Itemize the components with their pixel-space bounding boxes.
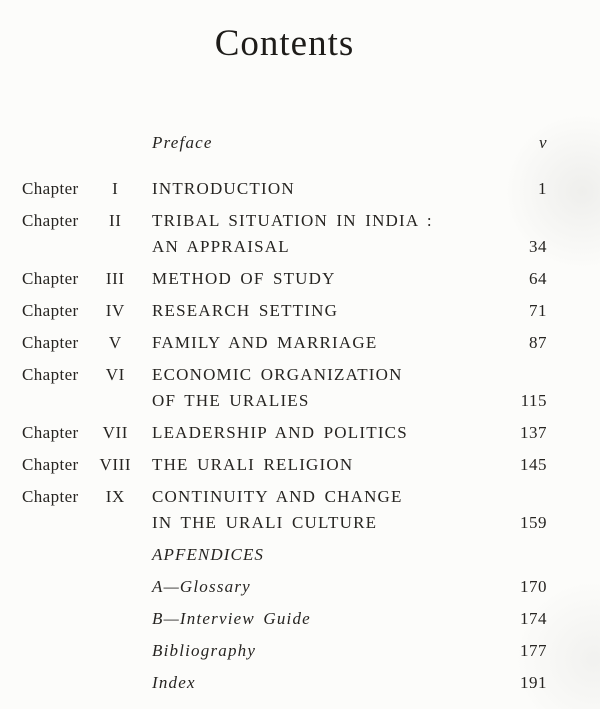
- back-matter-label: B—Interview Guide: [152, 609, 311, 628]
- page-number: 145: [520, 455, 547, 474]
- chapter-numeral: VI: [105, 365, 125, 384]
- page-number: 137: [520, 423, 547, 442]
- page-number: 159: [520, 513, 547, 532]
- toc-row-chapter-6: Chapter VI ECONOMIC ORGANIZATION OF THE UR…: [22, 362, 547, 414]
- toc-row-chapter-1: Chapter I INTRODUCTION 1: [22, 176, 547, 202]
- back-matter-label: Index: [152, 673, 196, 692]
- chapter-title: TRIBAL SITUATION IN INDIA : AN APPRAISAL: [152, 211, 433, 256]
- toc-row-chapter-7: Chapter VII LEADERSHIP AND POLITICS 137: [22, 420, 547, 446]
- page-number: 87: [529, 333, 547, 352]
- toc-row-interview-guide: B—Interview Guide 174: [22, 606, 547, 632]
- page-number: 34: [529, 237, 547, 256]
- toc-row-chapter-8: Chapter VIII THE URALI RELIGION 145: [22, 452, 547, 478]
- toc-row-chapter-9: Chapter IX CONTINUITY AND CHANGE IN THE UR…: [22, 484, 547, 536]
- chapter-label: Chapter V: [22, 330, 152, 356]
- page-number: 64: [529, 269, 547, 288]
- page-number: 170: [520, 577, 547, 596]
- chapter-title: LEADERSHIP AND POLITICS: [152, 423, 408, 442]
- chapter-numeral: VII: [102, 423, 129, 442]
- page-number: 71: [529, 301, 547, 320]
- chapter-title: RESEARCH SETTING: [152, 301, 339, 320]
- chapter-numeral: IX: [105, 487, 125, 506]
- chapter-label: Chapter VIII: [22, 452, 152, 478]
- chapter-label: Chapter VI: [22, 362, 152, 388]
- toc-row-bibliography: Bibliography 177: [22, 638, 547, 664]
- chapter-title: INTRODUCTION: [152, 179, 295, 198]
- chapter-label: Chapter II: [22, 208, 152, 234]
- page-title: Contents: [214, 23, 355, 64]
- page-number: 115: [520, 391, 547, 410]
- chapter-title: FAMILY AND MARRIAGE: [152, 333, 378, 352]
- chapter-label: Chapter III: [22, 266, 152, 292]
- back-matter-label: A—Glossary: [152, 577, 251, 596]
- chapter-numeral: III: [105, 269, 125, 288]
- page-number: 174: [520, 609, 547, 628]
- toc-row-index: Index 191: [22, 670, 547, 696]
- toc-row-chapter-2: Chapter II TRIBAL SITUATION IN INDIA : AN …: [22, 208, 547, 260]
- toc-row-glossary: A—Glossary 170: [22, 574, 547, 600]
- chapter-numeral: VIII: [99, 455, 132, 474]
- preface-page-number: v: [538, 133, 547, 152]
- page-number: 177: [520, 641, 547, 660]
- preface-label: Preface: [152, 133, 213, 152]
- chapter-numeral: II: [109, 211, 122, 230]
- chapter-label: Chapter IV: [22, 298, 152, 324]
- page-number: 191: [520, 673, 547, 692]
- chapter-title: METHOD OF STUDY: [152, 269, 336, 288]
- chapter-numeral: I: [112, 179, 119, 198]
- toc-row-chapter-5: Chapter V FAMILY AND MARRIAGE 87: [22, 330, 547, 356]
- toc-row-chapter-3: Chapter III METHOD OF STUDY 64: [22, 266, 547, 292]
- chapter-label: Chapter I: [22, 176, 152, 202]
- table-of-contents: Preface v Chapter I INTRODUCTION 1 Chapte…: [22, 130, 547, 696]
- chapter-numeral: IV: [105, 301, 125, 320]
- chapter-title: THE URALI RELIGION: [152, 455, 354, 474]
- back-matter-label: Bibliography: [152, 641, 257, 660]
- toc-row-appendices-heading: APFENDICES: [22, 542, 547, 568]
- chapter-title: CONTINUITY AND CHANGE IN THE URALI CULTUR…: [152, 487, 403, 532]
- chapter-label: Chapter VII: [22, 420, 152, 446]
- chapter-label: Chapter IX: [22, 484, 152, 510]
- chapter-title: ECONOMIC ORGANIZATION OF THE URALIES: [152, 365, 403, 410]
- appendices-heading: APFENDICES: [152, 545, 265, 564]
- toc-row-chapter-4: Chapter IV RESEARCH SETTING 71: [22, 298, 547, 324]
- chapter-numeral: V: [108, 333, 122, 352]
- page-number: 1: [538, 179, 547, 198]
- toc-row-preface: Preface v: [22, 130, 547, 156]
